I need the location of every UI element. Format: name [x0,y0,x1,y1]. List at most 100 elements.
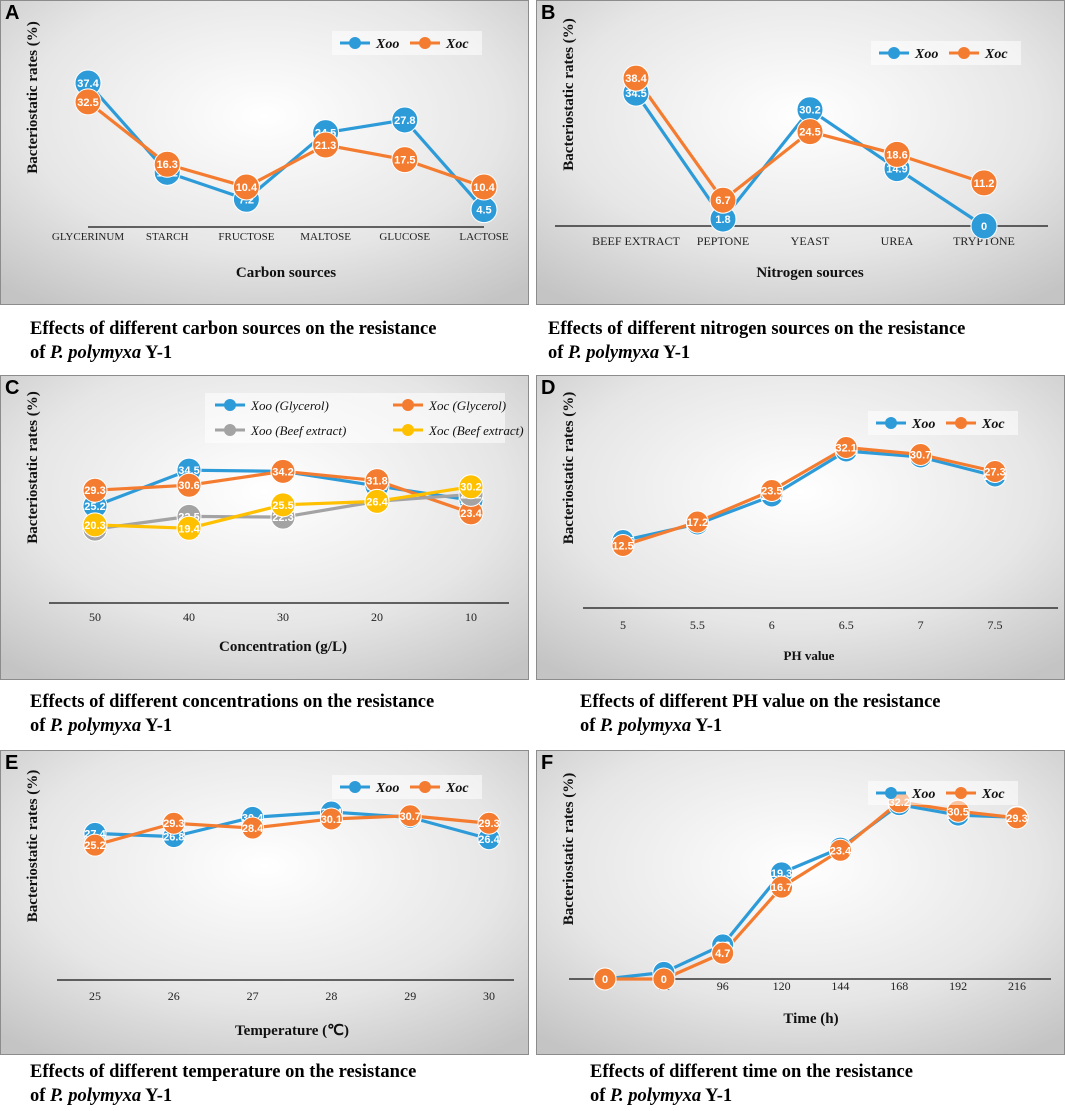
panel-letter: D [541,377,556,399]
legend-swatch-marker [419,781,431,793]
x-tick-label: 120 [773,979,791,993]
data-point [270,458,296,484]
data-label: 34.2 [272,466,293,478]
data-point [477,811,501,835]
caption-line1: Effects of different concentrations on t… [30,692,435,712]
data-label: 19.4 [178,523,200,535]
data-point [241,816,265,840]
caption-prefix: of [590,1086,611,1106]
data-label: 30.5 [947,806,968,818]
data-label: 37.4 [77,78,99,90]
panel-c: 50 40 30 20 10 Concentration (g/L) Bacteriosta… [0,375,529,680]
legend-box [205,393,505,443]
x-tick-label: 10 [465,610,477,624]
x-tick-label: UREA [881,234,914,248]
data-label: 16.7 [771,882,792,894]
data-label: 23.4 [830,845,852,857]
data-point [391,106,419,134]
data-point [82,512,108,538]
caption-f: Effects of different time on the resista… [590,1060,913,1108]
data-point [458,474,484,500]
x-tick-label: LACTOSE [459,231,509,243]
panel-letter: F [541,752,554,774]
data-point [83,833,107,857]
legend-swatch-marker [349,37,361,49]
chart-c: 50 40 30 20 10 Concentration (g/L) Bacteriosta… [0,375,529,680]
caption-line1: Effects of different time on the resista… [590,1062,913,1082]
caption-prefix: of [548,343,569,363]
data-label: 26.8 [163,832,184,844]
caption-prefix: of [580,716,601,736]
x-tick-label: YEAST [791,234,830,248]
caption-prefix: of [30,1086,51,1106]
data-label: 1.8 [715,214,730,226]
x-axis-title: Time (h) [783,1011,838,1027]
x-tick-label: PEPTONE [697,234,749,248]
data-label: 25.2 [84,840,105,852]
series-line [87,100,485,189]
panel-b: BEEF EXTRACT PEPTONE YEAST UREA TRYPTONE Nitr… [536,0,1065,305]
caption-suffix: Y-1 [141,716,173,736]
caption-suffix: Y-1 [701,1086,733,1106]
data-point [760,479,784,502]
data-label: 26.4 [366,496,388,508]
x-tick-label: 27 [247,989,259,1003]
caption-prefix: of [30,343,51,363]
data-label: 23.4 [460,508,482,520]
data-label: 29.3 [478,818,499,830]
data-label: 4.5 [476,205,491,217]
data-label: 11.2 [974,178,995,190]
data-label: 17.5 [394,155,415,167]
data-label: 29.3 [163,818,184,830]
data-point [828,838,852,862]
data-label: 10.4 [473,182,495,194]
data-point [153,150,181,178]
panel-letter: A [5,2,20,24]
caption-prefix: of [30,716,51,736]
data-label: 12.5 [612,541,633,553]
data-label: 21.3 [315,140,336,152]
data-label: 10.4 [236,182,258,194]
x-axis-title: Concentration (g/L) [219,639,347,655]
panel-f: 487296120144168192216Time (h)Bacteriosta… [536,750,1065,1055]
data-label: 34.5 [625,88,646,100]
caption-suffix: Y-1 [141,343,173,363]
data-point [709,186,737,214]
x-tick-label: 30 [277,610,289,624]
legend-label: Xoo [911,787,935,802]
x-tick-label: STARCH [146,231,189,243]
data-label: 27.8 [394,115,415,127]
x-axis-title: Carbon sources [236,265,336,281]
data-point [796,118,824,146]
data-point [312,131,340,159]
x-tick-label: 6.5 [839,618,854,632]
legend-label: Xoo (Glycerol) [250,398,329,413]
data-point [270,492,296,518]
caption-species: P. polymyxa [50,716,142,736]
data-point [232,173,260,201]
caption-line1: Effects of different temperature on the … [30,1062,417,1082]
caption-species: P. polymyxa [600,716,692,736]
legend-label: Xoo [914,47,938,62]
x-tick-label: FRUCTOSE [218,231,274,243]
data-label: 23.5 [761,486,782,498]
chart-e: 25 26 27 28 29 30 Temperature (℃) Bacteriostati… [0,750,529,1055]
legend-swatch-marker [955,787,967,799]
legend-swatch-marker [402,424,414,436]
data-point [1005,806,1029,830]
x-tick-label: GLYCERINUM [52,231,124,243]
legend-swatch-marker [885,417,897,429]
panel-d: 5 5.5 6 6.5 7 7.5 PH value Bacteriostatic rates… [536,375,1065,680]
data-point [611,534,635,557]
panel-a: GLYCERINUM STARCH FRUCTOSE MALTOSE GLUCOSE LA… [0,0,529,305]
data-label: 0 [981,221,987,233]
data-label: 30.6 [178,480,199,492]
x-tick-label: 20 [371,610,383,624]
data-point [398,804,422,828]
data-label: 0 [602,974,608,986]
data-label: 32.5 [77,97,98,109]
x-tick-label: 5.5 [690,618,705,632]
data-label: 30.7 [910,450,931,462]
x-tick-label: 30 [483,989,495,1003]
series-line [94,810,490,841]
